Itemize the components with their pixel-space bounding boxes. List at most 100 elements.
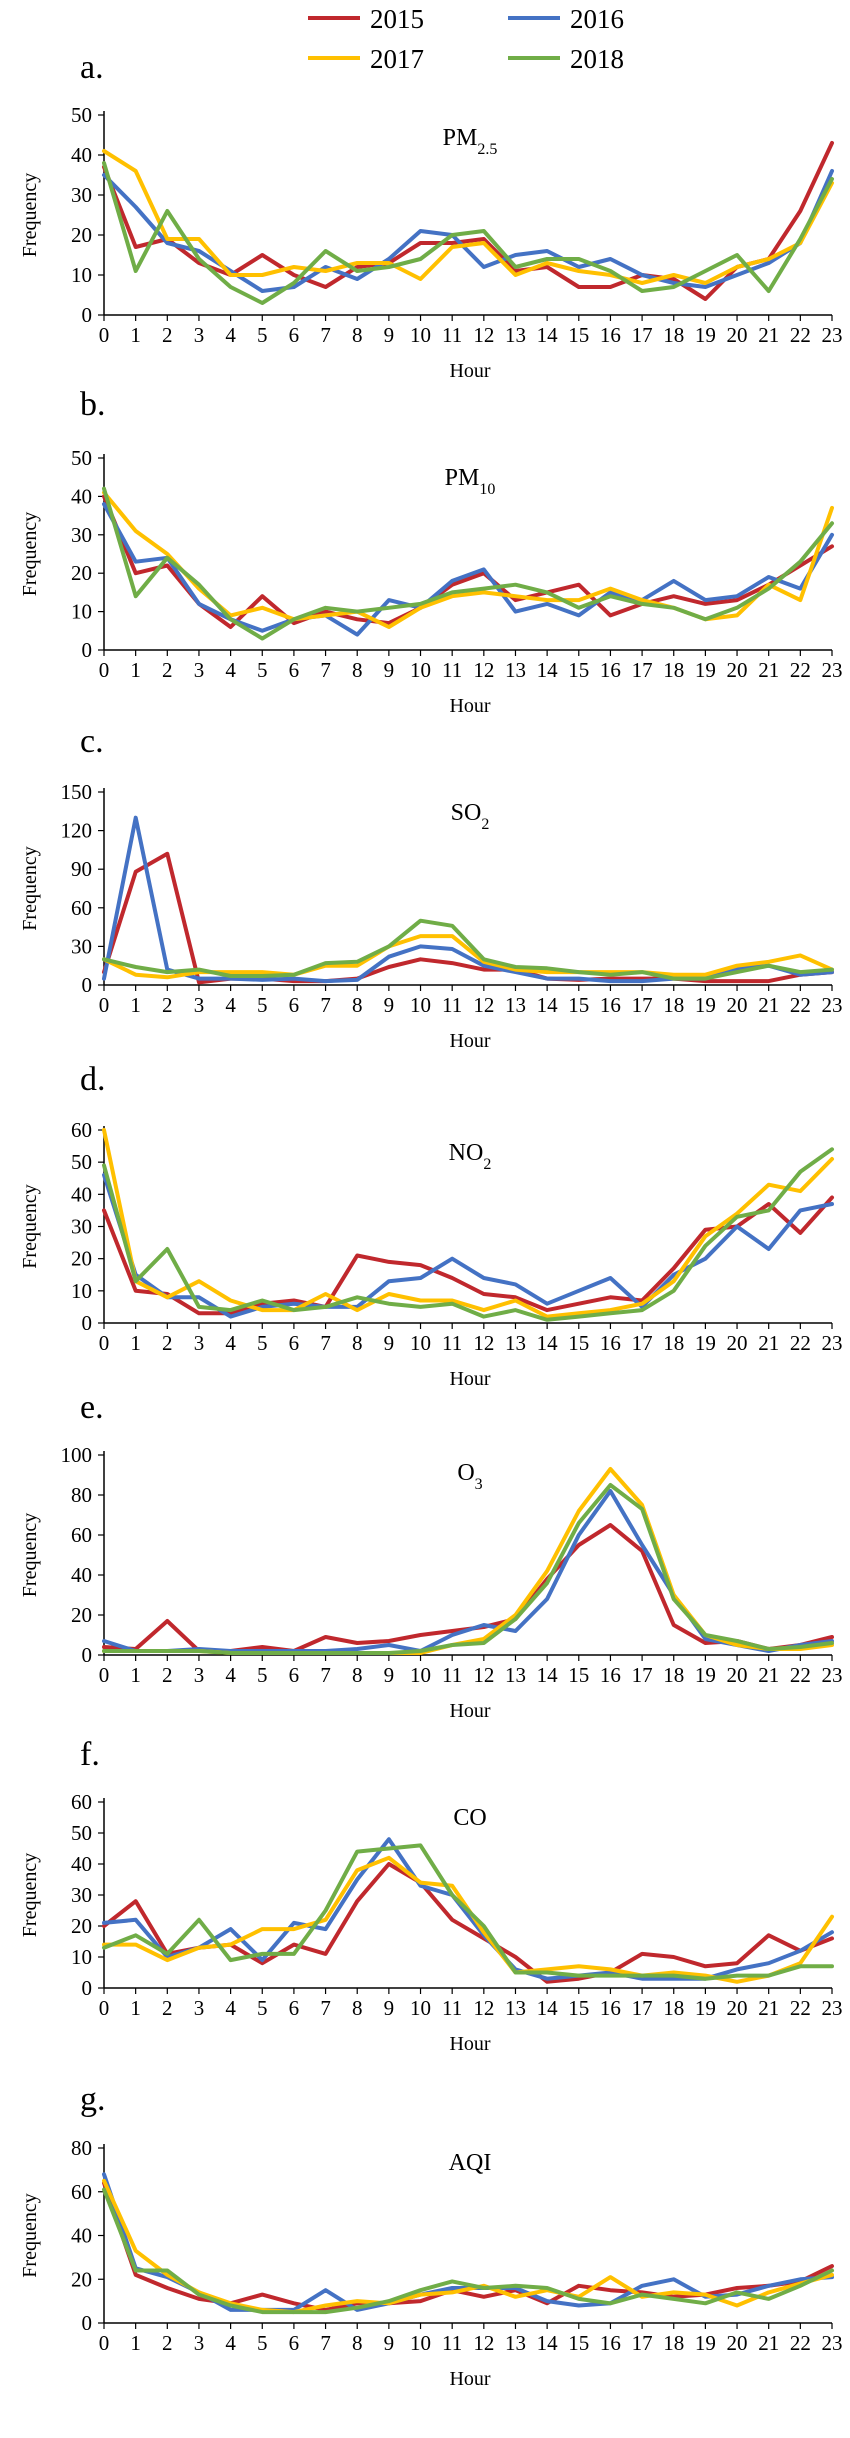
legend-label-2017: 2017 bbox=[370, 44, 424, 74]
panel-letter-f: f. bbox=[80, 1736, 100, 1773]
x-tick-label: 11 bbox=[442, 658, 462, 682]
x-axis-title: Hour bbox=[449, 1030, 490, 1052]
x-tick-label: 0 bbox=[99, 323, 110, 347]
x-tick-label: 5 bbox=[257, 658, 268, 682]
x-tick-label: 7 bbox=[320, 1996, 331, 2020]
y-tick-label: 60 bbox=[71, 1118, 92, 1142]
x-tick-label: 23 bbox=[822, 993, 843, 1017]
x-tick-label: 9 bbox=[384, 323, 395, 347]
series-line-2016 bbox=[102, 502, 834, 637]
x-tick-label: 5 bbox=[257, 2331, 268, 2355]
x-tick-label: 23 bbox=[822, 1663, 843, 1687]
y-axis-title: Frequency bbox=[19, 1853, 41, 1937]
panel-title-e: O3 bbox=[457, 1460, 482, 1493]
x-tick-label: 4 bbox=[225, 1996, 236, 2020]
y-tick-label: 20 bbox=[71, 1914, 92, 1938]
x-tick-label: 6 bbox=[289, 2331, 300, 2355]
y-axis-title: Frequency bbox=[19, 512, 41, 596]
x-tick-label: 20 bbox=[727, 1996, 748, 2020]
series-line-2018 bbox=[102, 161, 834, 305]
y-tick-label: 80 bbox=[71, 1483, 92, 1507]
panel-title-f: CO bbox=[453, 1805, 486, 1831]
x-tick-label: 16 bbox=[600, 2331, 621, 2355]
x-tick-label: 10 bbox=[410, 658, 431, 682]
x-tick-label: 11 bbox=[442, 2331, 462, 2355]
x-tick-label: 7 bbox=[320, 993, 331, 1017]
x-tick-label: 0 bbox=[99, 1996, 110, 2020]
x-tick-label: 4 bbox=[225, 1663, 236, 1687]
x-tick-label: 1 bbox=[130, 323, 141, 347]
x-axis-title: Hour bbox=[449, 1700, 490, 1722]
x-tick-label: 14 bbox=[537, 1331, 559, 1355]
y-tick-label: 60 bbox=[71, 896, 92, 920]
x-tick-label: 14 bbox=[537, 993, 559, 1017]
x-tick-label: 19 bbox=[695, 1331, 716, 1355]
x-tick-label: 22 bbox=[790, 1663, 811, 1687]
y-tick-label: 30 bbox=[71, 183, 92, 207]
x-tick-label: 1 bbox=[130, 1996, 141, 2020]
x-tick-label: 16 bbox=[600, 1663, 621, 1687]
x-tick-label: 21 bbox=[758, 1663, 779, 1687]
x-tick-label: 22 bbox=[790, 993, 811, 1017]
y-tick-label: 0 bbox=[82, 303, 93, 327]
series-line-2015 bbox=[102, 494, 834, 629]
series-line-2018 bbox=[102, 1147, 834, 1322]
legend-label-2015: 2015 bbox=[370, 4, 424, 34]
y-tick-label: 100 bbox=[61, 1443, 93, 1467]
x-tick-label: 17 bbox=[632, 2331, 653, 2355]
x-tick-label: 18 bbox=[663, 2331, 684, 2355]
series-line-2017 bbox=[102, 149, 834, 285]
y-tick-label: 20 bbox=[71, 1247, 92, 1271]
x-tick-label: 3 bbox=[194, 323, 205, 347]
x-tick-label: 3 bbox=[194, 1996, 205, 2020]
x-tick-label: 15 bbox=[568, 658, 589, 682]
x-tick-label: 7 bbox=[320, 1663, 331, 1687]
x-tick-label: 2 bbox=[162, 2331, 173, 2355]
series-line-2017 bbox=[102, 1128, 834, 1319]
x-tick-label: 3 bbox=[194, 1663, 205, 1687]
x-tick-label: 23 bbox=[822, 658, 843, 682]
series-line-2015 bbox=[102, 141, 834, 301]
x-tick-label: 20 bbox=[727, 2331, 748, 2355]
x-tick-label: 11 bbox=[442, 993, 462, 1017]
x-tick-label: 3 bbox=[194, 658, 205, 682]
y-tick-label: 20 bbox=[71, 2267, 92, 2291]
legend-label-2018: 2018 bbox=[570, 44, 624, 74]
y-tick-label: 40 bbox=[71, 1852, 92, 1876]
y-tick-label: 40 bbox=[71, 1182, 92, 1206]
x-tick-label: 13 bbox=[505, 1663, 526, 1687]
x-tick-label: 16 bbox=[600, 658, 621, 682]
x-tick-label: 21 bbox=[758, 2331, 779, 2355]
x-tick-label: 17 bbox=[632, 1331, 653, 1355]
series-line-2018 bbox=[102, 486, 834, 641]
x-tick-label: 13 bbox=[505, 1996, 526, 2020]
x-tick-label: 1 bbox=[130, 1331, 141, 1355]
series-line-2017 bbox=[102, 490, 834, 629]
y-tick-label: 30 bbox=[71, 1215, 92, 1239]
x-tick-label: 11 bbox=[442, 1996, 462, 2020]
y-tick-label: 20 bbox=[71, 223, 92, 247]
x-tick-label: 18 bbox=[663, 658, 684, 682]
x-tick-label: 19 bbox=[695, 2331, 716, 2355]
x-tick-label: 0 bbox=[99, 658, 110, 682]
y-axis-title: Frequency bbox=[19, 2193, 41, 2277]
x-tick-label: 9 bbox=[384, 1996, 395, 2020]
x-tick-label: 2 bbox=[162, 1663, 173, 1687]
y-tick-label: 40 bbox=[71, 143, 92, 167]
x-tick-label: 17 bbox=[632, 993, 653, 1017]
x-tick-label: 9 bbox=[384, 993, 395, 1017]
y-tick-label: 40 bbox=[71, 484, 92, 508]
x-tick-label: 20 bbox=[727, 1663, 748, 1687]
x-tick-label: 13 bbox=[505, 658, 526, 682]
x-tick-label: 23 bbox=[822, 2331, 843, 2355]
y-tick-label: 80 bbox=[71, 2136, 92, 2160]
x-tick-label: 8 bbox=[352, 1663, 363, 1687]
x-tick-label: 21 bbox=[758, 1996, 779, 2020]
y-tick-label: 50 bbox=[71, 446, 92, 470]
legend-label-2016: 2016 bbox=[570, 4, 624, 34]
x-tick-label: 14 bbox=[537, 1663, 559, 1687]
